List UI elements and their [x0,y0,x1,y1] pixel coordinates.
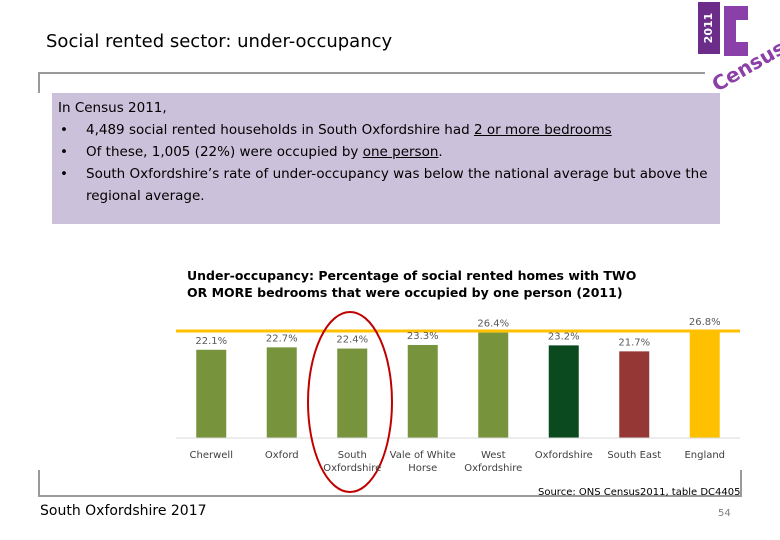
slide-title: Social rented sector: under-occupancy [46,31,393,52]
logo-bar [698,2,720,54]
x-tick-label: Oxfordshire [534,450,593,461]
bullet-dot: • [60,122,68,138]
bar [689,331,720,438]
value-label: 23.3% [407,331,439,342]
x-tick-label: England [684,450,726,461]
intro: In Census 2011, [58,100,167,116]
bullet-dot: • [60,144,68,160]
bar [407,344,438,438]
value-label: 22.1% [195,336,227,347]
bullet-text: South Oxfordshire’s rate of under-occupa… [86,163,716,207]
bullet-text: 4,489 social rented households in South … [86,119,612,141]
x-tick-label: Oxford [264,450,299,461]
bullet: • South Oxfordshire’s rate of under-occup… [58,163,716,207]
value-label: 21.7% [618,337,650,348]
bullet-text: Of these, 1,005 (22%) were occupied by o… [86,141,443,163]
bullet-list: • 4,489 social rented households in South… [58,119,716,207]
value-label: 22.7% [266,333,298,344]
text-run: 4,489 social rented households in South … [86,122,474,138]
text-run: 2 or more bedrooms [473,122,612,138]
bar [337,348,368,438]
bar [619,351,650,438]
source: Source: ONS Census2011, table DC4405 [538,487,741,498]
bullet-dot: • [60,166,68,182]
bar [196,349,227,438]
bar [548,345,579,438]
highlight-ellipse [307,311,393,493]
text-run: . [438,144,443,160]
text-run: one person [362,144,439,160]
x-tick-label: South East [607,450,662,461]
summary-box: In Census 2011, • 4,489 social rented hou… [52,93,720,224]
x-tick-label: Cherwell [189,450,233,461]
chart-title: Under-occupancy: Percentage of social re… [187,268,637,300]
logo-c [724,6,748,56]
bar [266,347,297,438]
bar [478,332,509,438]
x-tick-label: Vale of White Horse [389,450,456,474]
text-run: Of these, 1,005 (22%) were occupied by [86,144,363,160]
x-tick-label: West Oxfordshire [464,450,523,474]
bullet: • 4,489 social rented households in South… [58,119,716,141]
value-label: 23.2% [548,331,580,342]
footer-left: South Oxfordshire 2017 [40,503,207,519]
logo-year: 2011 [702,13,715,44]
text-run: South Oxfordshire’s rate of under-occupa… [86,166,708,204]
page-number: 54 [718,508,731,519]
value-label: 26.4% [477,319,509,330]
value-label: 26.8% [689,317,721,328]
value-label: 22.4% [336,335,368,346]
x-tick-label: South Oxfordshire [323,450,382,474]
bullet: • Of these, 1,005 (22%) were occupied by … [58,141,716,163]
